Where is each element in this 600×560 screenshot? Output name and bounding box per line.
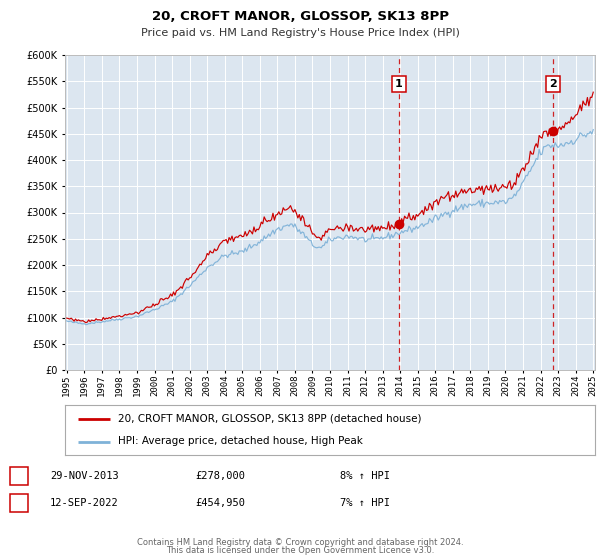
Text: £278,000: £278,000 xyxy=(195,471,245,481)
Text: 2: 2 xyxy=(549,79,557,89)
Text: 2: 2 xyxy=(16,498,23,508)
Text: HPI: Average price, detached house, High Peak: HPI: Average price, detached house, High… xyxy=(118,436,363,446)
Text: 8% ↑ HPI: 8% ↑ HPI xyxy=(340,471,390,481)
Text: 29-NOV-2013: 29-NOV-2013 xyxy=(50,471,119,481)
Text: £454,950: £454,950 xyxy=(195,498,245,508)
Text: This data is licensed under the Open Government Licence v3.0.: This data is licensed under the Open Gov… xyxy=(166,546,434,555)
Text: Contains HM Land Registry data © Crown copyright and database right 2024.: Contains HM Land Registry data © Crown c… xyxy=(137,538,463,547)
Text: 7% ↑ HPI: 7% ↑ HPI xyxy=(340,498,390,508)
Text: 1: 1 xyxy=(16,471,23,481)
Text: 12-SEP-2022: 12-SEP-2022 xyxy=(50,498,119,508)
Text: 20, CROFT MANOR, GLOSSOP, SK13 8PP: 20, CROFT MANOR, GLOSSOP, SK13 8PP xyxy=(151,10,449,23)
Text: 20, CROFT MANOR, GLOSSOP, SK13 8PP (detached house): 20, CROFT MANOR, GLOSSOP, SK13 8PP (deta… xyxy=(118,413,421,423)
Text: Price paid vs. HM Land Registry's House Price Index (HPI): Price paid vs. HM Land Registry's House … xyxy=(140,28,460,38)
Text: 1: 1 xyxy=(395,79,403,89)
